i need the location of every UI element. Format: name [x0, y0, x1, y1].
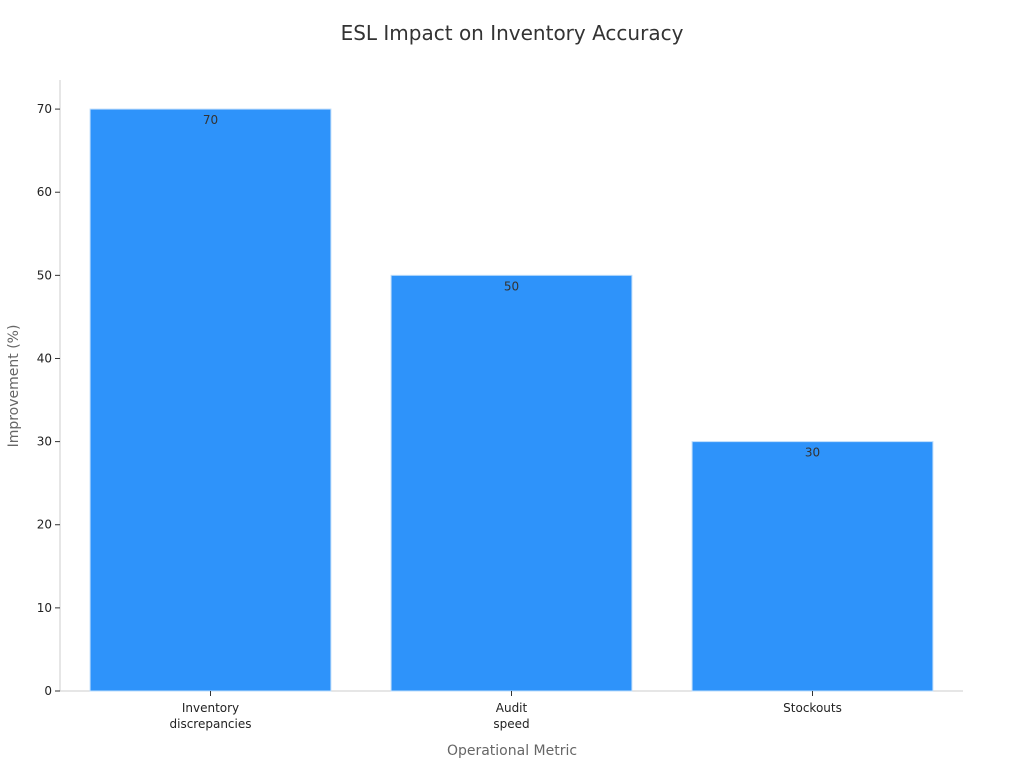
- y-tick-label: 70: [37, 102, 52, 116]
- data-label: 30: [805, 446, 820, 460]
- y-tick-label: 30: [37, 435, 52, 449]
- y-axis-title: Improvement (%): [6, 325, 22, 448]
- y-tick-label: 40: [37, 351, 52, 365]
- x-tick-label: Inventory discrepancies: [170, 701, 252, 731]
- x-tick-label: Audit speed: [493, 701, 529, 731]
- y-tick-label: 50: [37, 268, 52, 282]
- y-tick-label: 10: [37, 601, 52, 615]
- y-tick-label: 0: [44, 684, 52, 698]
- plot-area: 0 10 20 30 40 50 60 70 70 Inventory discrepancies 5…: [37, 80, 963, 731]
- bar: [390, 274, 633, 692]
- x-axis-title: Operational Metric: [447, 743, 577, 759]
- y-tick-label: 60: [37, 185, 52, 199]
- x-tick-label: Stockouts: [783, 701, 842, 715]
- y-tick-label: 20: [37, 518, 52, 532]
- data-label: 50: [504, 279, 519, 293]
- chart-title: ESL Impact on Inventory Accuracy: [341, 21, 684, 45]
- data-label: 70: [203, 113, 218, 127]
- bar: [89, 108, 332, 692]
- bar: [691, 441, 934, 692]
